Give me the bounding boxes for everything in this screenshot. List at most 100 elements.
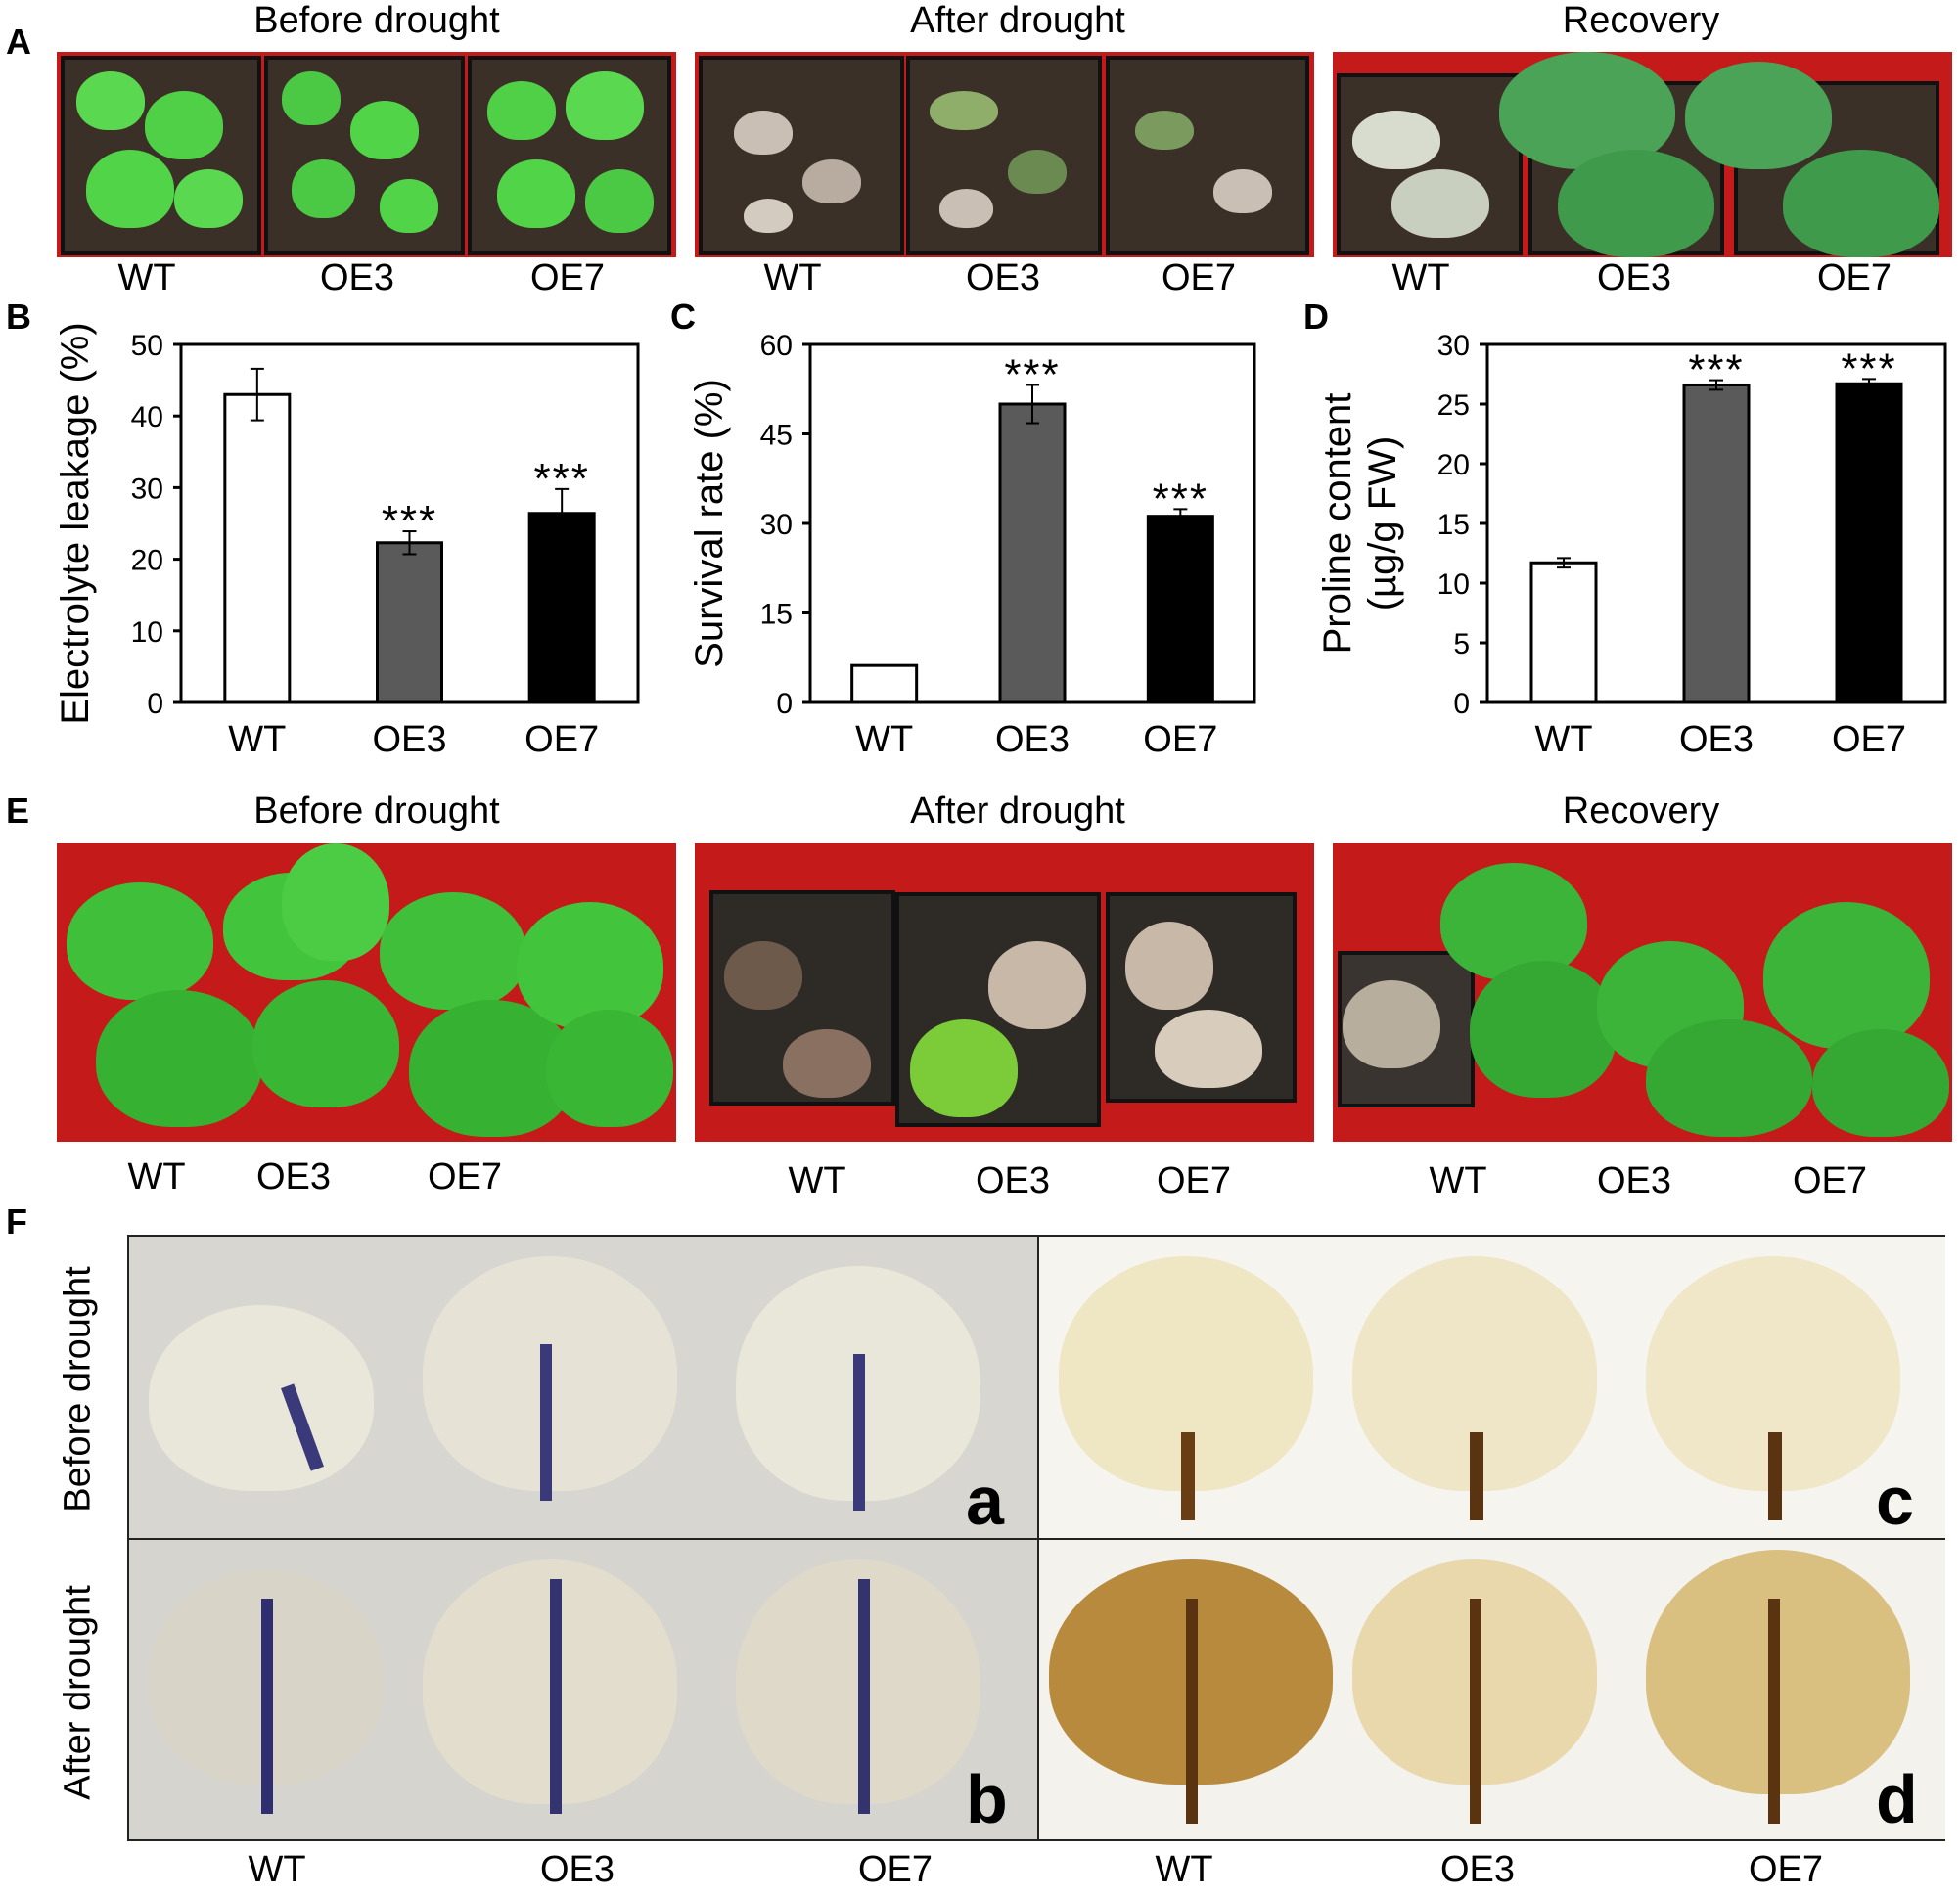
stage-title-recovery: Recovery bbox=[1562, 0, 1720, 41]
bar-oe7 bbox=[527, 512, 596, 704]
significance-mark: *** bbox=[1688, 346, 1744, 394]
bar-oe3 bbox=[376, 541, 443, 704]
bar-oe3 bbox=[998, 402, 1067, 704]
label-a2-wt: WT bbox=[763, 257, 822, 298]
y-tick-label: 40 bbox=[131, 401, 163, 433]
y-tick-label: 25 bbox=[1437, 389, 1470, 422]
significance-mark: *** bbox=[1841, 344, 1896, 392]
label-e1-wt: WT bbox=[127, 1156, 186, 1198]
row-label-after-drought: After drought bbox=[57, 1585, 99, 1800]
photo-e-recovery bbox=[1333, 843, 1952, 1142]
stain-nbt-before: a bbox=[129, 1237, 1039, 1540]
sub-label-c: c bbox=[1876, 1463, 1914, 1539]
label-e3-oe3: OE3 bbox=[1596, 1160, 1672, 1201]
label-f-wt-2: WT bbox=[1155, 1849, 1213, 1890]
significance-mark: *** bbox=[1004, 350, 1060, 398]
stage-title-e-recovery: Recovery bbox=[1562, 791, 1720, 832]
label-f-oe7-2: OE7 bbox=[1748, 1849, 1824, 1890]
y-axis-label: Proline content bbox=[1316, 393, 1359, 655]
label-a3-oe3: OE3 bbox=[1596, 257, 1672, 298]
bar-wt bbox=[1529, 561, 1598, 704]
y-tick-label: 45 bbox=[760, 420, 793, 452]
stain-grid: a c b d bbox=[127, 1235, 1945, 1841]
label-e3-oe7: OE7 bbox=[1792, 1160, 1868, 1201]
x-tick-label-oe3: OE3 bbox=[995, 719, 1070, 760]
y-axis-label: Electrolyte leakage (%) bbox=[54, 322, 97, 724]
label-a1-wt: WT bbox=[117, 257, 176, 298]
y-tick-label: 0 bbox=[776, 688, 793, 720]
y-tick-label: 30 bbox=[760, 509, 793, 541]
panel-letter-f: F bbox=[6, 1201, 27, 1242]
bar-wt bbox=[223, 392, 292, 704]
photo-e-after-drought bbox=[695, 843, 1314, 1142]
stage-title-e-after: After drought bbox=[910, 791, 1125, 832]
label-e2-oe3: OE3 bbox=[975, 1160, 1051, 1201]
label-a2-oe7: OE7 bbox=[1161, 257, 1237, 298]
y-tick-label: 10 bbox=[131, 616, 163, 649]
row-label-before-drought: Before drought bbox=[57, 1266, 99, 1513]
y-tick-label: 15 bbox=[760, 599, 793, 631]
chart-c: 0 15 30 45 60 Survival rate (%) WT *** OE3 *** OE7 bbox=[688, 330, 1256, 760]
y-tick-label: 60 bbox=[760, 330, 793, 362]
bar-wt bbox=[850, 663, 919, 704]
label-a3-oe7: OE7 bbox=[1816, 257, 1892, 298]
y-tick-label: 50 bbox=[131, 330, 163, 362]
label-f-oe3-1: OE3 bbox=[539, 1849, 615, 1890]
significance-mark: *** bbox=[382, 497, 437, 545]
panel-letter-c: C bbox=[670, 296, 696, 337]
bar-oe7 bbox=[1835, 382, 1903, 704]
y-tick-label: 0 bbox=[1453, 688, 1470, 720]
photo-a-before-drought bbox=[57, 52, 676, 257]
panel-letter-e: E bbox=[6, 791, 30, 831]
stain-dab-before: c bbox=[1039, 1237, 1945, 1540]
y-axis-label: Survival rate (%) bbox=[688, 379, 731, 668]
significance-mark: *** bbox=[533, 455, 589, 503]
x-tick-label-oe3: OE3 bbox=[372, 719, 446, 760]
stain-nbt-after: b bbox=[129, 1540, 1039, 1839]
label-e1-oe7: OE7 bbox=[427, 1156, 503, 1198]
label-a3-wt: WT bbox=[1391, 257, 1450, 298]
panel-letter-d: D bbox=[1303, 296, 1329, 337]
photo-a-after-drought bbox=[695, 52, 1314, 257]
label-f-wt-1: WT bbox=[248, 1849, 306, 1890]
label-a2-oe3: OE3 bbox=[965, 257, 1041, 298]
label-e2-oe7: OE7 bbox=[1156, 1160, 1232, 1201]
bar-oe3 bbox=[1682, 383, 1751, 704]
bar-oe7 bbox=[1146, 515, 1214, 704]
y-tick-label: 30 bbox=[131, 473, 163, 505]
y-tick-label: 30 bbox=[1437, 330, 1470, 362]
label-f-oe3-2: OE3 bbox=[1439, 1849, 1516, 1890]
x-tick-label-wt: WT bbox=[228, 719, 286, 760]
panel-letter-b: B bbox=[6, 296, 31, 337]
sub-label-b: b bbox=[966, 1761, 1008, 1837]
label-e3-wt: WT bbox=[1429, 1160, 1487, 1201]
label-a1-oe3: OE3 bbox=[319, 257, 395, 298]
label-e1-oe3: OE3 bbox=[255, 1156, 332, 1198]
stage-title-before: Before drought bbox=[253, 0, 500, 41]
photo-e-before-drought bbox=[57, 843, 676, 1142]
y-tick-label: 20 bbox=[131, 545, 163, 577]
stage-title-e-before: Before drought bbox=[253, 791, 500, 832]
x-tick-label-oe7: OE7 bbox=[1832, 719, 1906, 760]
photo-a-recovery bbox=[1333, 52, 1952, 257]
panel-letter-a: A bbox=[6, 22, 31, 62]
y-tick-label: 15 bbox=[1437, 509, 1470, 541]
chart-b: 0 10 20 30 40 50 Electrolyte leakage (%) WT *** O… bbox=[54, 322, 640, 760]
sub-label-d: d bbox=[1876, 1761, 1918, 1837]
label-e2-wt: WT bbox=[788, 1160, 846, 1201]
sub-label-a: a bbox=[966, 1463, 1004, 1539]
label-f-oe7-1: OE7 bbox=[857, 1849, 934, 1890]
x-tick-label-wt: WT bbox=[1534, 719, 1592, 760]
x-tick-label-wt: WT bbox=[855, 719, 913, 760]
chart-d: 0 5 10 15 20 25 30 Proline content (µg/g FW) WT **… bbox=[1316, 330, 1947, 760]
x-tick-label-oe3: OE3 bbox=[1679, 719, 1754, 760]
significance-mark: *** bbox=[1153, 474, 1208, 522]
y-tick-label: 10 bbox=[1437, 568, 1470, 601]
x-tick-label-oe7: OE7 bbox=[524, 719, 599, 760]
y-tick-label: 5 bbox=[1453, 628, 1470, 660]
y-tick-label: 20 bbox=[1437, 449, 1470, 481]
x-tick-label-oe7: OE7 bbox=[1143, 719, 1217, 760]
y-axis-label-unit: (µg/g FW) bbox=[1361, 436, 1404, 611]
stain-dab-after: d bbox=[1039, 1540, 1945, 1839]
stage-title-after: After drought bbox=[910, 0, 1125, 41]
